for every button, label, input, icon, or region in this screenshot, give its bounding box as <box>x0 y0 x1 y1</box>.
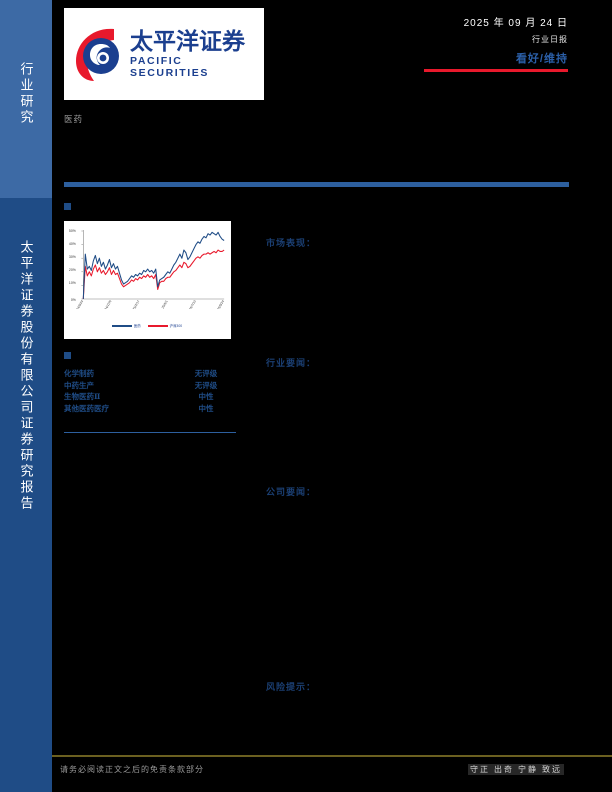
header-blue-divider <box>64 182 569 187</box>
sidebar-top-band: 行业研究 <box>0 0 52 198</box>
ratings-value: 无评级 <box>194 380 218 390</box>
footer-divider <box>52 755 612 757</box>
chart-line-hs300 <box>82 249 225 300</box>
ratings-industry-name: 中药生产 <box>64 380 94 390</box>
logo-wordmark: 太平洋证券 PACIFIC SECURITIES <box>130 29 264 79</box>
ratings-row: 中药生产 无评级 <box>64 380 236 392</box>
legend-swatch-hs300 <box>147 324 168 327</box>
svg-text:40%: 40% <box>69 242 76 246</box>
svg-text:20%: 20% <box>69 268 76 272</box>
svg-text:10%: 10% <box>69 281 76 285</box>
section-market-performance: 市场表现： <box>266 238 317 248</box>
ratings-industry-name: 生物医药Ⅱ <box>64 392 101 402</box>
sidebar-research-label: 行业研究 <box>18 62 34 126</box>
logo-chinese-name: 太平洋证券 <box>130 27 245 54</box>
ratings-value: 无评级 <box>194 369 218 378</box>
header-meta: 2025 年 09 月 24 日 行业日报 看好/维持 <box>408 14 568 66</box>
logo-english-name: PACIFIC SECURITIES <box>130 55 210 80</box>
header-red-divider <box>424 69 568 72</box>
ratings-row: 其他医药医疗 中性 <box>64 403 236 415</box>
chart-x-tick-label: 24/9/24 <box>75 299 84 309</box>
section-industry-news: 行业要闻： <box>266 358 317 368</box>
ratings-table-divider <box>64 432 236 433</box>
chart-x-tick-label: 25/7/13 <box>188 299 197 309</box>
report-type: 行业日报 <box>532 35 568 44</box>
bullet-market-performance <box>64 203 71 210</box>
ratings-row: 化学制药 无评级 <box>64 368 236 380</box>
left-sidebar: 行业研究 太平洋证券股份有限公司证券研究报告 <box>0 0 52 792</box>
chart-legend: 医药 沪深300 <box>67 323 227 328</box>
ratings-industry-name: 其他医药医疗 <box>64 403 109 413</box>
company-logo: 太平洋证券 PACIFIC SECURITIES <box>64 8 264 100</box>
chart-plot-area: 50% 40% 30% 20% 10% 0% 24/9/24 <box>67 225 227 309</box>
ratings-industry-name: 化学制药 <box>64 369 94 378</box>
svg-text:0%: 0% <box>71 298 76 302</box>
legend-label-pharma: 医药 <box>133 324 141 328</box>
legend-item-hs300: 沪深300 <box>147 323 183 328</box>
svg-text:50%: 50% <box>69 229 76 233</box>
footer-slogan: 守正 出奇 宁静 致远 <box>468 764 564 775</box>
market-performance-chart: 50% 40% 30% 20% 10% 0% 24/9/24 <box>64 221 231 339</box>
industry-ratings-table: 化学制药 无评级 中药生产 无评级 生物医药Ⅱ 中性 其他医药医疗 中性 <box>64 368 236 415</box>
legend-label-hs300: 沪深300 <box>169 324 183 328</box>
chart-line-pharma <box>82 231 225 300</box>
sidebar-bottom-band: 太平洋证券股份有限公司证券研究报告 <box>0 198 52 792</box>
chart-y-axis: 50% 40% 30% 20% 10% 0% <box>69 229 76 302</box>
sidebar-company-label: 太平洋证券股份有限公司证券研究报告 <box>18 240 34 512</box>
chart-x-tick-label: 24/12/6 <box>104 299 113 309</box>
ratings-value: 中性 <box>198 392 214 402</box>
section-risk-warning: 风险提示： <box>266 682 317 692</box>
ratings-row: 生物医药Ⅱ 中性 <box>64 391 236 403</box>
chart-x-tick-label: 25/9/24 <box>216 299 225 309</box>
rating-badge: 看好/维持 <box>515 53 568 65</box>
report-date: 2025 年 09 月 24 日 <box>463 18 568 29</box>
footer-disclaimer: 请务必阅读正文之后的免责条款部分 <box>60 765 204 774</box>
chart-svg: 50% 40% 30% 20% 10% 0% 24/9/24 <box>69 229 225 309</box>
legend-item-pharma: 医药 <box>111 323 141 328</box>
pacific-securities-logo-icon <box>70 23 126 85</box>
chart-x-axis: 24/9/24 24/12/6 25/2/17 25/5/1 25/7/13 25/9/2… <box>75 299 225 309</box>
ratings-value: 中性 <box>198 403 214 413</box>
industry-tag: 医药 <box>64 114 84 124</box>
chart-x-tick-label: 25/5/1 <box>161 299 169 309</box>
section-company-news: 公司要闻： <box>266 487 317 497</box>
bullet-industry-ratings <box>64 352 71 359</box>
legend-swatch-pharma <box>111 324 132 327</box>
svg-text:30%: 30% <box>69 255 76 259</box>
chart-x-tick-label: 25/2/17 <box>132 299 141 309</box>
